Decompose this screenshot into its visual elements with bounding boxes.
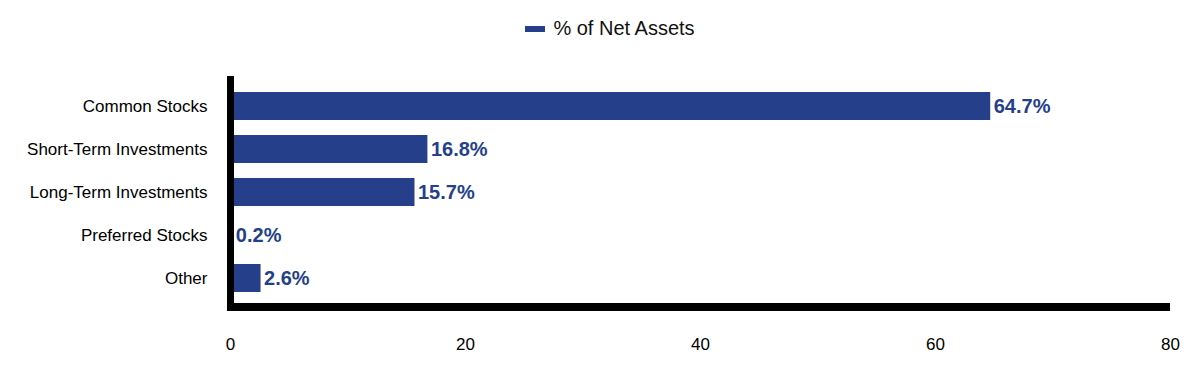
svg-text:60: 60 <box>926 335 945 354</box>
svg-text:Long-Term Investments: Long-Term Investments <box>30 183 208 202</box>
svg-text:Short-Term Investments: Short-Term Investments <box>27 140 207 159</box>
svg-text:20: 20 <box>456 335 475 354</box>
svg-text:40: 40 <box>691 335 710 354</box>
svg-text:0.2%: 0.2% <box>236 224 282 246</box>
svg-text:0: 0 <box>226 335 235 354</box>
svg-text:64.7%: 64.7% <box>994 95 1051 117</box>
svg-text:2.6%: 2.6% <box>264 267 310 289</box>
svg-text:15.7%: 15.7% <box>418 181 475 203</box>
svg-text:Preferred Stocks: Preferred Stocks <box>81 226 208 245</box>
svg-text:Common Stocks: Common Stocks <box>83 97 208 116</box>
svg-text:80: 80 <box>1161 335 1180 354</box>
html-text:% of Net Assets: % of Net Assets <box>553 17 695 39</box>
svg-text:16.8%: 16.8% <box>431 138 488 160</box>
svg-text:Other: Other <box>165 269 208 288</box>
